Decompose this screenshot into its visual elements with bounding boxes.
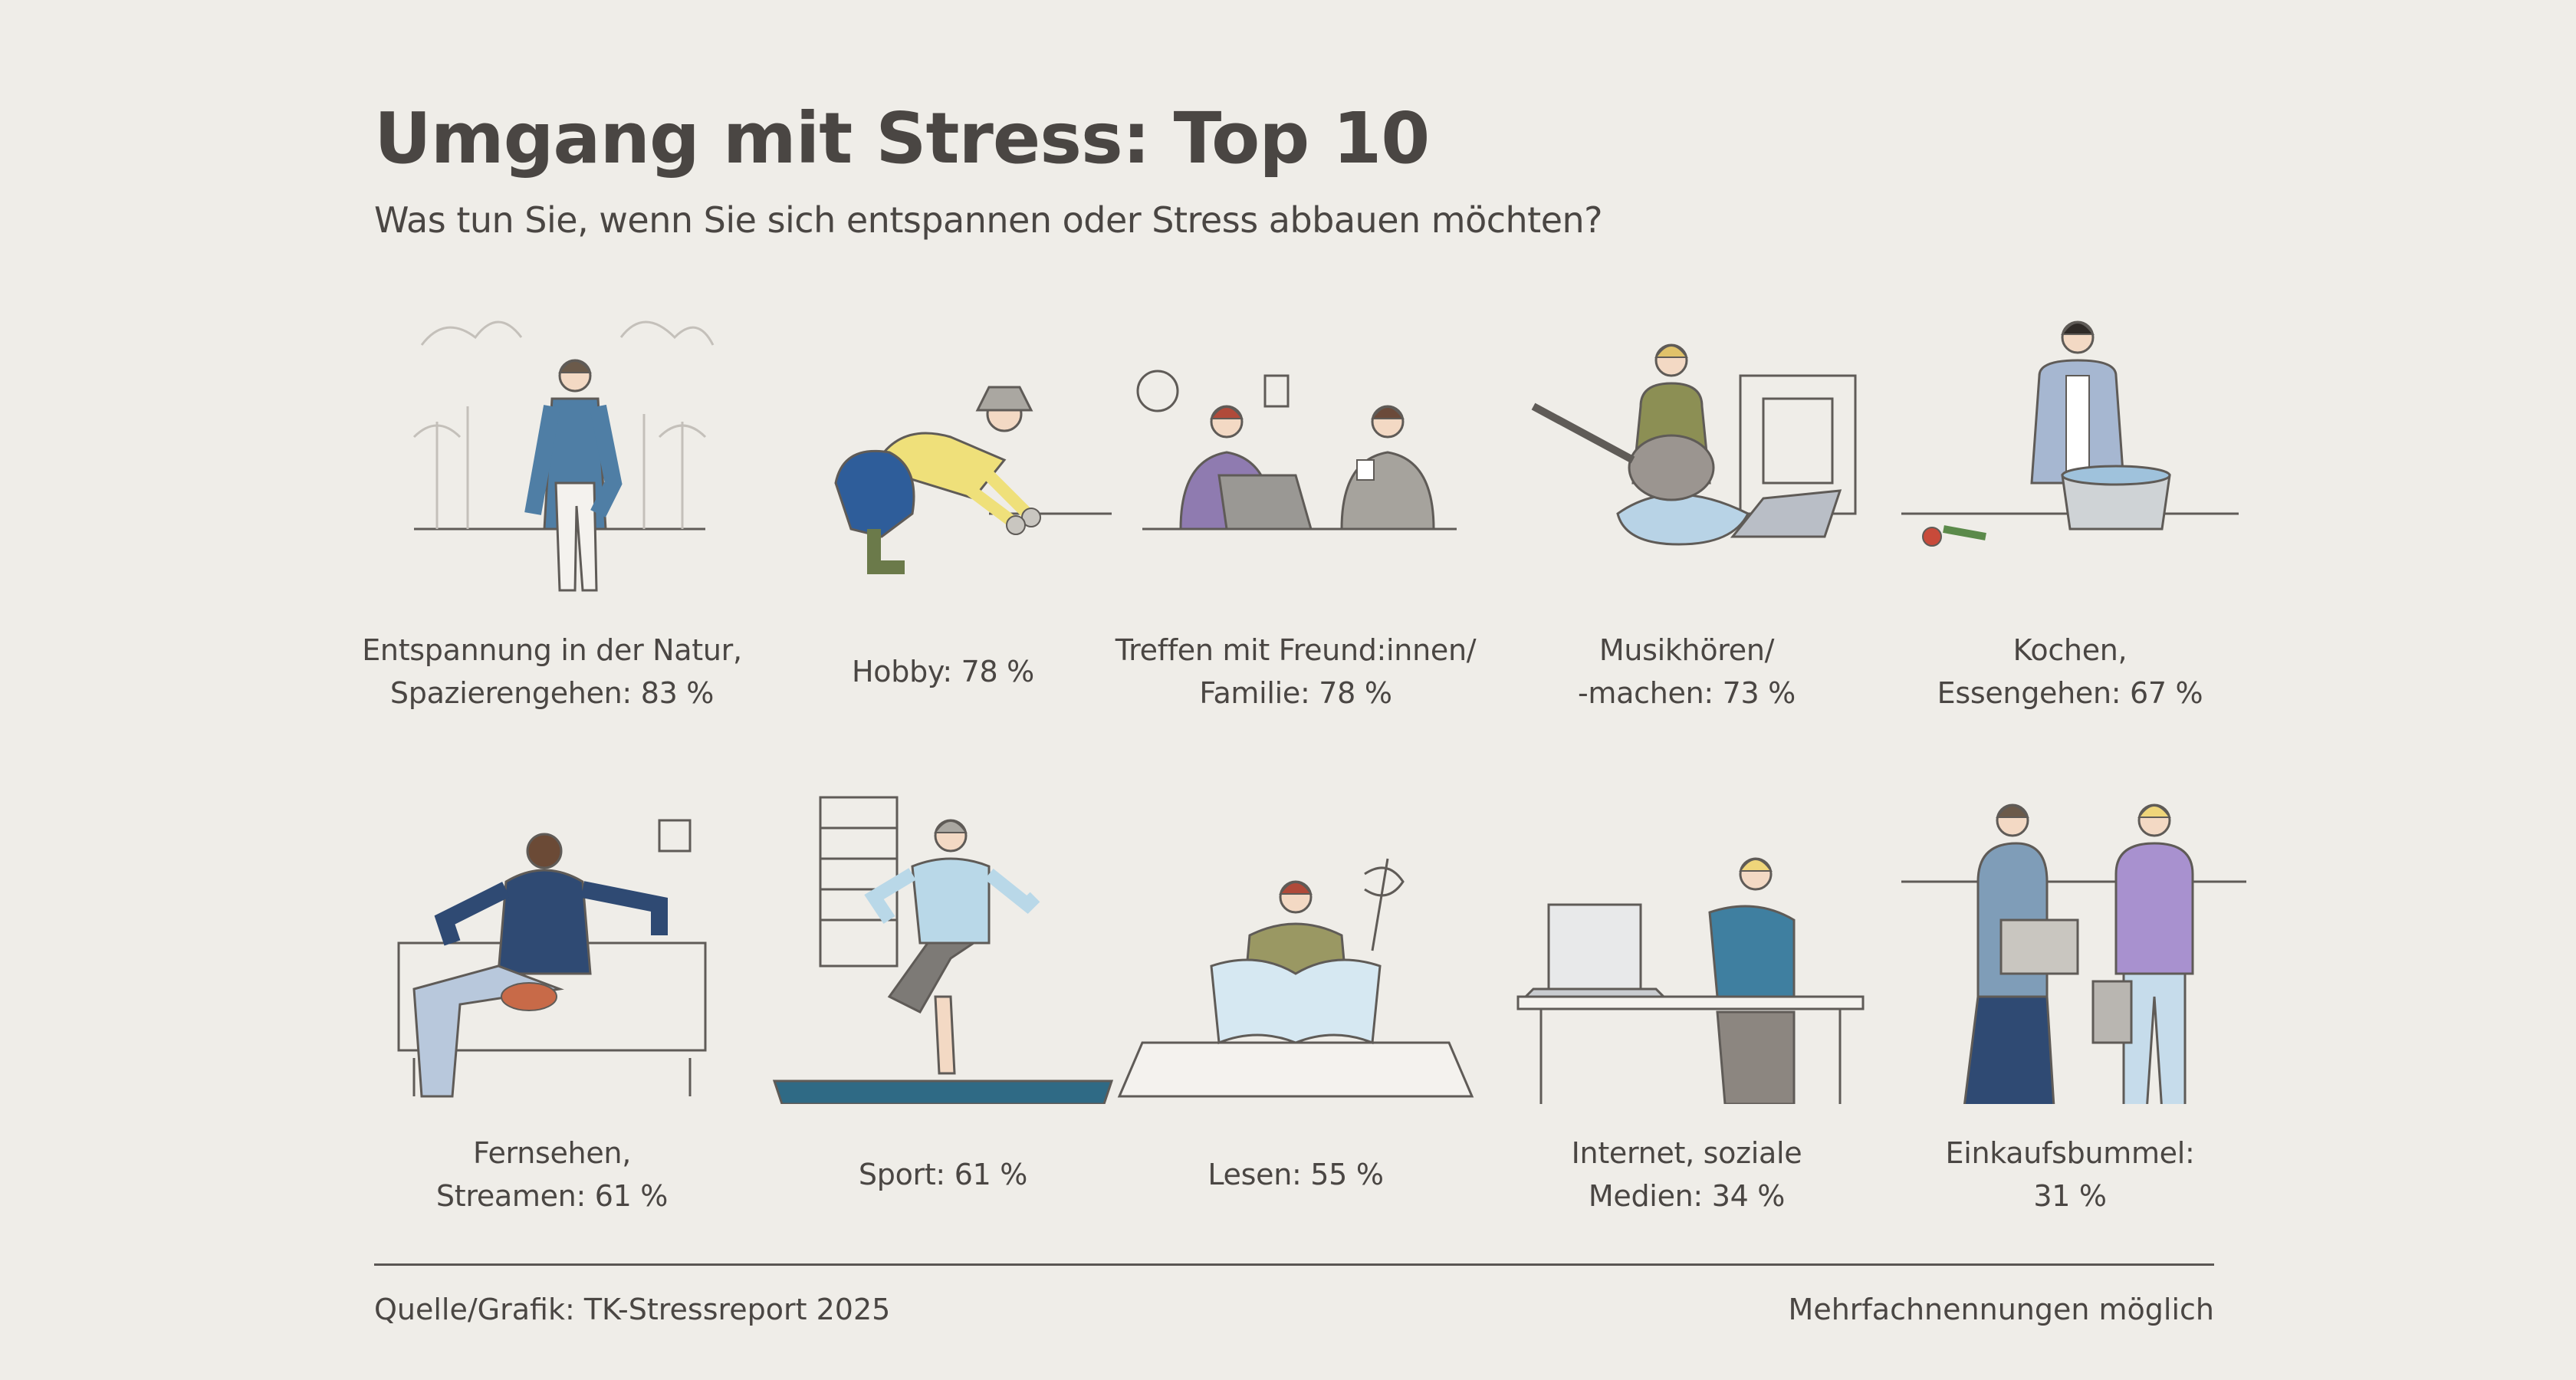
- activity-value-label: Medien: 34 %: [1588, 1179, 1786, 1213]
- activity-item: Hobby: 78 %: [736, 0, 1150, 1380]
- shopping-women-icon: [1863, 767, 2277, 1121]
- activity-value-label: Essengehen: 67 %: [1937, 676, 2203, 710]
- multiple-answers-note: Mehrfachnennungen möglich: [1788, 1293, 2214, 1326]
- activity-item: Musikhören/ -machen: 73 %: [1480, 0, 1894, 1380]
- activity-value-label: Lesen: 55 %: [1208, 1158, 1384, 1191]
- activity-value-label: -machen: 73 %: [1578, 676, 1796, 710]
- person-on-sofa-icon: [345, 767, 759, 1104]
- activity-label: Internet, soziale Medien: 34 %: [1480, 1132, 1894, 1217]
- activity-label: Kochen, Essengehen: 67 %: [1863, 629, 2277, 715]
- activity-label-line1: Einkaufsbummel:: [1945, 1136, 2195, 1170]
- footer-divider: [374, 1263, 2214, 1266]
- activity-value-label: Hobby: 78 %: [852, 655, 1034, 688]
- activity-item: Einkaufsbummel: 31 %: [1863, 0, 2277, 1380]
- person-with-laptop-icon: [1480, 767, 1894, 1106]
- activity-value-label: 31 %: [2033, 1179, 2107, 1213]
- activity-label-line1: Fernsehen,: [472, 1136, 631, 1170]
- activity-label: Treffen mit Freund:innen/Familie: 78 %: [1089, 629, 1503, 715]
- activity-label-line1: Kochen,: [2013, 633, 2128, 667]
- activity-label: Hobby: 78 %: [736, 650, 1150, 693]
- page-title: Umgang mit Stress: Top 10: [374, 97, 1430, 179]
- friends-meeting-icon: [1089, 284, 1503, 621]
- activity-item: Kochen, Essengehen: 67 %: [1863, 0, 2277, 1380]
- activity-label: Einkaufsbummel: 31 %: [1863, 1132, 2277, 1217]
- activity-item: Internet, soziale Medien: 34 %: [1480, 0, 1894, 1380]
- person-doing-sport-icon: [736, 767, 1150, 1106]
- activity-label-line1: Musikhören/: [1598, 633, 1775, 667]
- activity-item: Fernsehen, Streamen: 61 %: [345, 0, 759, 1380]
- source-note: Quelle/Grafik: TK-Stressreport 2025: [374, 1293, 891, 1326]
- activity-label: Fernsehen, Streamen: 61 %: [345, 1132, 759, 1217]
- activity-label: Entspannung in der Natur, Spazierengehen:…: [345, 629, 759, 715]
- person-cooking-icon: [1863, 284, 2277, 621]
- activity-value-label: Streamen: 61 %: [435, 1179, 669, 1213]
- guitar-player-icon: [1480, 284, 1894, 621]
- activity-label: Musikhören/ -machen: 73 %: [1480, 629, 1894, 715]
- activity-value-label: Spazierengehen: 83 %: [389, 676, 715, 710]
- activity-item: Lesen: 55 %: [1089, 0, 1503, 1380]
- page-subtitle: Was tun Sie, wenn Sie sich entspannen od…: [374, 199, 1603, 241]
- activity-value-label: Familie: 78 %: [1199, 676, 1392, 710]
- activity-item: Treffen mit Freund:innen/Familie: 78 %: [1089, 0, 1503, 1380]
- person-gardening-icon: [736, 284, 1150, 621]
- activity-item: Entspannung in der Natur, Spazierengehen:…: [345, 0, 759, 1380]
- activity-value-label: Sport: 61 %: [858, 1158, 1028, 1191]
- person-walking-nature-icon: [345, 284, 759, 621]
- activity-label: Lesen: 55 %: [1089, 1153, 1503, 1196]
- activity-label-line1: Treffen mit Freund:innen/: [1115, 633, 1477, 667]
- activity-label-line1: Internet, soziale: [1571, 1136, 1802, 1170]
- person-reading-icon: [1089, 767, 1503, 1104]
- activity-item: Sport: 61 %: [736, 0, 1150, 1380]
- activity-label-line1: Entspannung in der Natur,: [362, 633, 742, 667]
- activity-label: Sport: 61 %: [736, 1153, 1150, 1196]
